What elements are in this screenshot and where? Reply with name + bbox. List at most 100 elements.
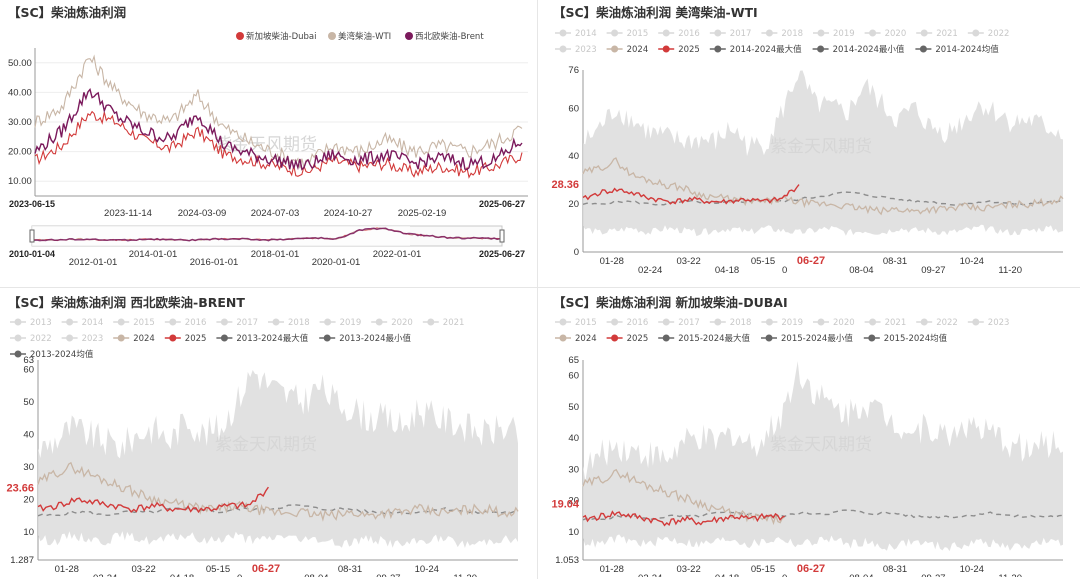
y-tick-label: 60	[23, 365, 34, 376]
legend-dot	[14, 350, 22, 358]
series-line-1	[34, 110, 523, 179]
legend-1[interactable]: 新加坡柴油-Dubai 美湾柴油-WTI 西北欧柴油-Brent	[236, 31, 484, 42]
legend-dot	[559, 334, 567, 342]
y-tick-label: 50	[568, 402, 579, 413]
x-tick-label: 10-24	[415, 564, 439, 575]
legend-label-wti[interactable]: 美湾柴油-WTI	[338, 31, 391, 42]
legend-label[interactable]: 2023	[82, 334, 104, 344]
legend-2[interactable]: 2014 2015 2016 2017 2018 2019 2020 2021 2022 2023…	[555, 29, 1009, 55]
legend-label[interactable]: 2013	[30, 318, 52, 328]
legend-dot	[662, 45, 670, 53]
legend-label[interactable]: 2020	[391, 318, 413, 328]
panel-title: 【SC】柴油炼油利润	[8, 5, 126, 20]
legend-dot	[611, 318, 619, 326]
legend-label[interactable]: 2020	[833, 318, 855, 328]
legend-label[interactable]: 2025	[627, 334, 649, 344]
seasonal-chart: 65 60 50 40 30 20 10 1.053 紫金天风期货 19.04 01-28 02-24…	[551, 355, 1064, 577]
legend-label[interactable]: 2021	[443, 318, 465, 328]
legend-label[interactable]: 2015	[627, 29, 649, 39]
legend-label-dubai[interactable]: 新加坡柴油-Dubai	[246, 31, 316, 42]
legend-label[interactable]: 2019	[340, 318, 362, 328]
legend-dot	[324, 318, 332, 326]
legend-label[interactable]: 2015-2024均值	[884, 333, 948, 344]
series-line-3	[34, 88, 523, 171]
legend-label[interactable]: 2025	[678, 45, 700, 55]
legend-dot	[117, 334, 125, 342]
legend-label[interactable]: 2014	[575, 29, 597, 39]
nav-tick-label: 2022-01-01	[373, 249, 422, 260]
legend-label[interactable]: 2014-2024均值	[935, 44, 999, 55]
gridlines	[34, 48, 528, 197]
x-tick-label: 08-31	[883, 256, 907, 267]
legend-dot	[920, 29, 928, 37]
legend-4[interactable]: 2015 2016 2017 2018 2019 2020 2021 2022 2023 2024…	[555, 318, 1009, 344]
legend-label[interactable]: 2014-2024最大值	[730, 44, 802, 55]
x-tick-label: 04-18	[715, 265, 739, 276]
y-tick-label: 65	[568, 355, 579, 366]
chart-svg-1: 【SC】柴油炼油利润 新加坡柴油-Dubai 美湾柴油-WTI 西北欧柴油-Br…	[8, 5, 528, 268]
legend-dot	[765, 318, 773, 326]
legend-dot	[817, 45, 825, 53]
legend-3[interactable]: 2013 2014 2015 2016 2017 2018 2019 2020 2021 2022…	[10, 318, 464, 360]
legend-dot	[559, 45, 567, 53]
legend-label[interactable]: 2025	[185, 334, 207, 344]
legend-label[interactable]: 2023	[988, 318, 1010, 328]
panel-dubai: 【SC】柴油炼油利润 新加坡柴油-DUBAI 2015 2016 2017 2018 2…	[545, 292, 1080, 577]
zoom-handle-left[interactable]	[29, 229, 35, 243]
legend-label[interactable]: 2019	[833, 29, 855, 39]
legend-label[interactable]: 2013-2024最大值	[236, 333, 308, 344]
x-tick-label: 02-24	[93, 573, 117, 577]
legend-label[interactable]: 2015-2024最小值	[781, 333, 853, 344]
legend-label[interactable]: 2021	[936, 29, 958, 39]
x-tick-label: 06-27	[252, 563, 280, 575]
zoom-handle-right[interactable]	[499, 229, 505, 243]
x-tick-label: 02-24	[638, 573, 662, 577]
legend-label[interactable]: 2014	[82, 318, 104, 328]
legend-dot	[611, 45, 619, 53]
legend-label[interactable]: 2015	[575, 318, 597, 328]
x-tick-label: 10-24	[960, 256, 984, 267]
legend-label[interactable]: 2022	[988, 29, 1010, 39]
legend-label[interactable]: 2023	[575, 45, 597, 55]
x-tick-label: 05-15	[751, 256, 775, 267]
legend-label[interactable]: 2015-2024最大值	[678, 333, 750, 344]
legend-label[interactable]: 2024	[575, 334, 597, 344]
x-tick-label: 03-22	[676, 256, 700, 267]
legend-dot	[714, 29, 722, 37]
legend-label[interactable]: 2013-2024均值	[30, 349, 94, 360]
legend-dot	[14, 318, 22, 326]
legend-label[interactable]: 2021	[885, 318, 907, 328]
legend-label[interactable]: 2016	[627, 318, 649, 328]
legend-label[interactable]: 2022	[936, 318, 958, 328]
y-tick-label: 30	[568, 464, 579, 475]
y-tick-label: 20	[568, 199, 579, 210]
last-value-label: 19.04	[551, 499, 579, 511]
legend-label-brent[interactable]: 西北欧柴油-Brent	[415, 31, 484, 42]
legend-label[interactable]: 2015	[133, 318, 155, 328]
legend-label[interactable]: 2017	[236, 318, 258, 328]
legend-label[interactable]: 2024	[133, 334, 155, 344]
legend-dot	[662, 318, 670, 326]
legend-label[interactable]: 2013-2024最小值	[339, 333, 411, 344]
legend-label[interactable]: 2022	[30, 334, 52, 344]
legend-label[interactable]: 2017	[678, 318, 700, 328]
legend-label[interactable]: 2018	[730, 318, 752, 328]
legend-label[interactable]: 2018	[288, 318, 310, 328]
legend-dot	[919, 45, 927, 53]
legend-label[interactable]: 2014-2024最小值	[833, 44, 905, 55]
legend-dot	[972, 29, 980, 37]
legend-label[interactable]: 2017	[730, 29, 752, 39]
series-line-2024	[582, 468, 785, 526]
min-max-band	[38, 370, 518, 548]
x-tick-label: 08-04	[304, 573, 328, 577]
watermark: 紫金天风期货	[215, 435, 317, 455]
x-tick-label: 06-27	[797, 563, 825, 575]
nav-tick-label: 2010-01-04	[9, 249, 55, 259]
legend-label[interactable]: 2020	[885, 29, 907, 39]
x-tick-label: 0	[782, 265, 787, 276]
legend-label[interactable]: 2016	[185, 318, 207, 328]
legend-label[interactable]: 2018	[781, 29, 803, 39]
legend-label[interactable]: 2019	[781, 318, 803, 328]
legend-label[interactable]: 2016	[678, 29, 700, 39]
legend-label[interactable]: 2024	[627, 45, 649, 55]
